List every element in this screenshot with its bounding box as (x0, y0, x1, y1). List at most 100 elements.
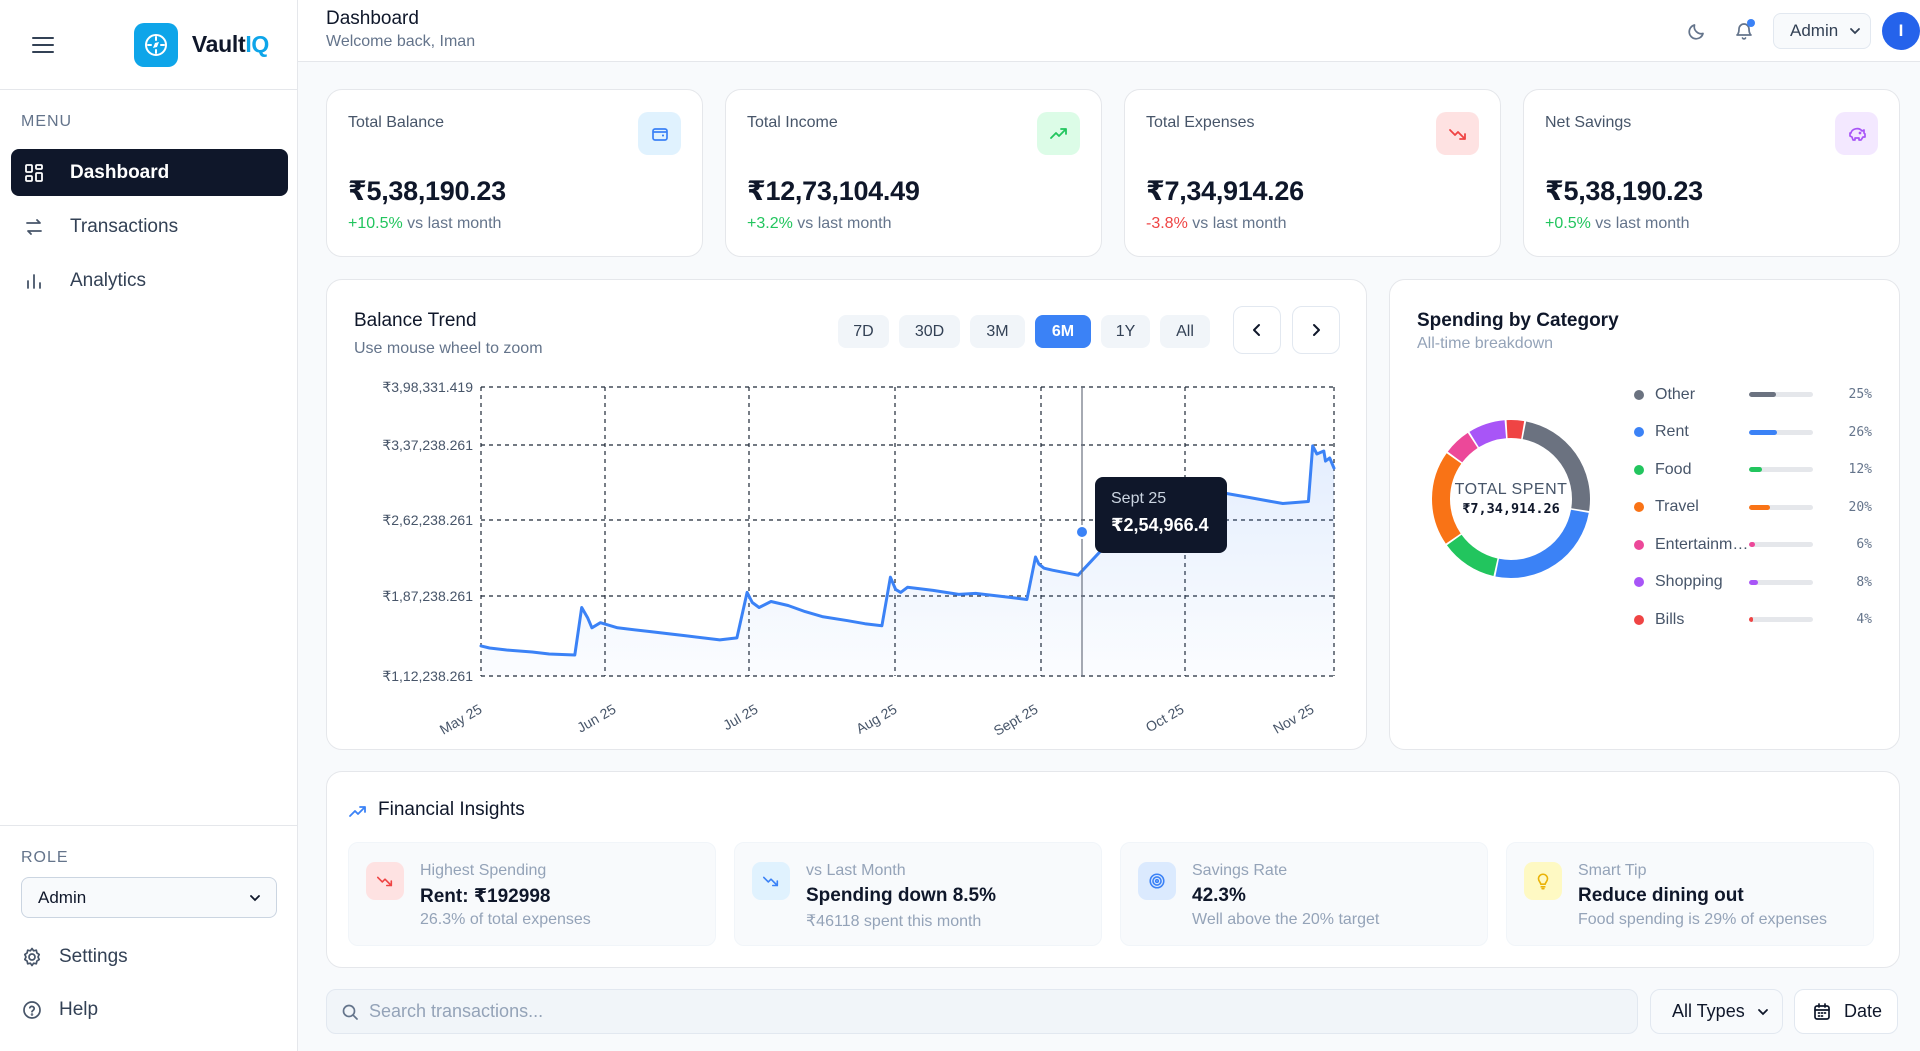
sidebar-item-analytics[interactable]: Analytics (11, 257, 288, 304)
insight-label: Savings Rate (1192, 862, 1288, 879)
transaction-search (326, 989, 1638, 1034)
sidebar-footer: ROLE Admin Settings Help (0, 825, 297, 1020)
app-logo[interactable]: VaultIQ (133, 22, 269, 67)
balance-trend-chart[interactable]: ₹3,98,331.419 ₹3,37,238.261 ₹2,62,238.261 ₹… (327, 280, 1368, 751)
range-button-3m[interactable]: 3M (970, 315, 1025, 348)
tooltip-date: Sept 25 (1111, 490, 1167, 507)
legend-item-food: Food 12% (1634, 451, 1872, 489)
stat-change-value: +10.5% (348, 215, 403, 232)
legend-item-rent: Rent 26% (1634, 414, 1872, 452)
donut-center-label: TOTAL SPENT (1454, 481, 1568, 498)
donut-slice-bills[interactable] (1506, 420, 1525, 439)
top-bar: Dashboard Welcome back, Iman Admin I (298, 0, 1920, 62)
stat-value: ₹12,73,104.49 (747, 176, 920, 206)
app-name: VaultIQ (191, 31, 269, 57)
stat-change-suffix: vs last month (402, 215, 502, 232)
chevron-left-icon (1253, 324, 1260, 336)
stat-value: ₹5,38,190.23 (348, 176, 506, 206)
legend-swatch (1634, 614, 1644, 625)
avatar[interactable]: I (1882, 12, 1920, 50)
legend-swatch (1634, 389, 1644, 400)
chevron-right-icon (1313, 324, 1320, 336)
next-period-button[interactable] (1292, 306, 1340, 354)
legend-share-bar (1749, 429, 1813, 435)
menu-toggle-button[interactable] (28, 27, 58, 63)
chevron-down-icon (1758, 1008, 1768, 1015)
lightbulb-icon (1524, 862, 1562, 900)
help-link[interactable]: Help (21, 999, 98, 1021)
trending-down-icon (752, 862, 790, 900)
role-select[interactable]: Admin (21, 877, 277, 918)
legend-item-shopping: Shopping 8% (1634, 564, 1872, 602)
range-button-30d[interactable]: 30D (899, 315, 960, 348)
settings-link[interactable]: Settings (21, 946, 128, 968)
legend-percent: 20% (1848, 499, 1872, 515)
donut-slice-travel[interactable] (1432, 453, 1462, 544)
donut-slice-other[interactable] (1522, 421, 1590, 511)
role-switch-label: Admin (1790, 21, 1839, 40)
x-axis-tick-label: Nov 25 (1270, 701, 1317, 737)
logo-mark (133, 22, 178, 67)
balance-trend-card: ₹3,98,331.419 ₹3,37,238.261 ₹2,62,238.261 ₹… (326, 279, 1367, 750)
donut-slice-entertainment[interactable] (1447, 432, 1478, 463)
moon-icon (1688, 24, 1704, 40)
legend-label: Rent (1655, 423, 1689, 441)
role-switch-button[interactable]: Admin (1773, 13, 1871, 49)
stat-change-suffix: vs last month (792, 215, 892, 232)
donut-slice-shopping[interactable] (1469, 420, 1507, 448)
role-select-value: Admin (38, 887, 87, 907)
chart-tooltip: Sept 25 ₹2,54,966.4 (1095, 477, 1227, 553)
legend-label: Entertainment (1655, 535, 1751, 553)
x-axis-tick-label: May 25 (437, 701, 485, 738)
calendar-icon (1814, 1002, 1830, 1020)
notifications-button[interactable] (1730, 17, 1758, 45)
bell-icon (1736, 23, 1752, 40)
spending-donut-chart[interactable] (1426, 414, 1596, 584)
balance-series-line (479, 444, 1336, 657)
stat-change-suffix: vs last month (1187, 215, 1287, 232)
theme-toggle-button[interactable] (1683, 17, 1711, 45)
donut-slice-food[interactable] (1446, 534, 1498, 577)
stat-change-value: -3.8% (1146, 215, 1188, 232)
legend-label: Travel (1655, 498, 1699, 516)
range-button-6m[interactable]: 6M (1035, 315, 1091, 348)
notification-dot (1747, 19, 1755, 27)
stat-change-suffix: vs last month (1590, 215, 1690, 232)
legend-share-fill (1749, 617, 1754, 623)
legend-label: Other (1655, 385, 1696, 403)
donut-slice-rent[interactable] (1495, 509, 1589, 578)
legend-item-bills: Bills 4% (1634, 601, 1872, 639)
stat-label: Total Expenses (1146, 114, 1255, 131)
range-button-all[interactable]: All (1160, 315, 1210, 348)
trending-up-icon (349, 806, 366, 817)
chevron-down-icon (1850, 28, 1860, 35)
insight-note: Well above the 20% target (1192, 911, 1380, 928)
legend-percent: 12% (1848, 462, 1872, 478)
legend-share-fill (1749, 542, 1756, 548)
legend-percent: 8% (1856, 574, 1872, 590)
spending-by-category-card: Spending by Category All-time breakdown … (1389, 279, 1900, 750)
piggy-bank-icon (1835, 112, 1878, 155)
trending-up-icon (1037, 112, 1080, 155)
legend-share-bar (1749, 542, 1813, 548)
compass-icon (144, 33, 167, 56)
insight-note: ₹46118 spent this month (806, 913, 982, 930)
legend-item-travel: Travel 20% (1634, 489, 1872, 527)
stat-label: Net Savings (1545, 114, 1632, 131)
date-filter-button[interactable]: Date (1794, 989, 1898, 1034)
range-selector: 7D 30D 3M 6M 1Y All (838, 315, 1220, 348)
help-label: Help (59, 999, 99, 1020)
legend-share-bar (1749, 579, 1813, 585)
settings-label: Settings (59, 946, 128, 967)
y-axis-tick-label: ₹3,98,331.419 (382, 379, 473, 395)
legend-swatch (1634, 502, 1644, 513)
search-input[interactable] (369, 1001, 1569, 1022)
type-filter-select[interactable]: All Types (1650, 989, 1783, 1034)
sidebar-item-label: Analytics (70, 269, 147, 291)
sidebar-item-transactions[interactable]: Transactions (11, 203, 288, 250)
legend-swatch (1634, 427, 1644, 438)
range-button-1y[interactable]: 1Y (1101, 315, 1150, 348)
sidebar-item-dashboard[interactable]: Dashboard (11, 149, 288, 196)
prev-period-button[interactable] (1233, 306, 1281, 354)
range-button-7d[interactable]: 7D (838, 315, 889, 348)
